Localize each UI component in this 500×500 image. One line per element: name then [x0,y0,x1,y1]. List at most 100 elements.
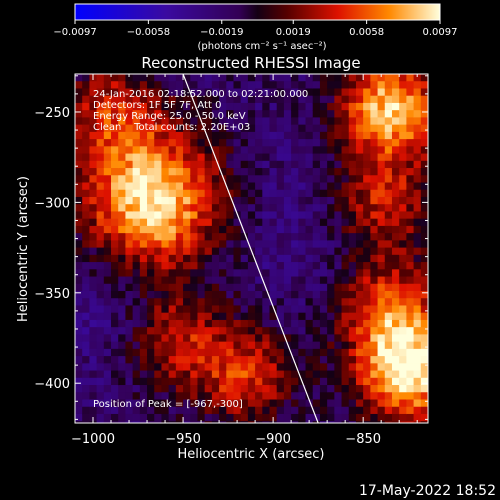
heatmap-cell [377,204,386,213]
heatmap-cell [377,262,386,270]
heatmap-cell [283,392,292,401]
heatmap-cell [103,204,112,213]
heatmap-cell [219,204,227,213]
heatmap-cell [370,392,379,401]
heatmap-cell [370,363,379,372]
heatmap-cell [276,399,285,408]
heatmap-cell [197,81,206,90]
heatmap-cell [305,356,314,364]
heatmap-cell [334,88,343,97]
heatmap-cell [334,348,343,357]
heatmap-cell [291,131,299,140]
heatmap-cell [96,153,105,162]
heatmap-cell [175,298,184,307]
heatmap-cell [363,305,371,314]
heatmap-cell [283,348,292,357]
heatmap-cell [103,406,112,415]
heatmap-cell [247,392,256,401]
heatmap-cell [305,146,314,155]
heatmap-cell [197,327,206,335]
heatmap-cell [269,102,278,111]
heatmap-cell [312,168,321,176]
heatmap-cell [262,247,271,256]
heatmap-cell [384,131,393,140]
heatmap-cell [413,327,422,335]
heatmap-cell [399,117,407,126]
heatmap-cell [341,290,350,299]
heatmap-cell [147,334,155,343]
heatmap-cell [334,356,343,364]
heatmap-cell [355,305,364,314]
heatmap-cell [341,276,350,285]
heatmap-cell [255,247,263,256]
heatmap-cell [161,254,170,263]
heatmap-cell [190,131,199,140]
heatmap-cell [341,139,350,147]
heatmap-cell [312,348,321,357]
heatmap-cell [377,88,386,97]
heatmap-cell [175,88,184,97]
heatmap-cell [147,363,155,372]
heatmap-cell [334,341,343,350]
heatmap-cell [175,319,184,328]
heatmap-cell [384,139,393,147]
heatmap-cell [341,117,350,126]
heatmap-cell [262,327,271,335]
heatmap-cell [168,312,177,321]
heatmap-cell [384,276,393,285]
heatmap-cell [391,233,400,241]
heatmap-cell [89,95,98,104]
heatmap-cell [262,421,271,423]
heatmap-cell [319,421,328,423]
heatmap-cell [276,182,285,191]
heatmap-cell [399,283,407,292]
heatmap-cell [291,348,299,357]
heatmap-cell [175,305,184,314]
heatmap-cell [125,146,134,155]
heatmap-cell [377,327,386,335]
heatmap-cell [82,363,90,372]
heatmap-cell [391,254,400,263]
heatmap-cell [118,356,127,364]
heatmap-cell [363,262,371,270]
heatmap-cell [204,218,213,227]
heatmap-cell [89,392,98,401]
heatmap-cell [161,168,170,176]
heatmap-cell [103,247,112,256]
heatmap-cell [377,413,386,422]
heatmap-cell [233,240,242,249]
heatmap-cell [219,117,227,126]
heatmap-cell [147,225,155,234]
heatmap-cell [125,218,134,227]
heatmap-cell [377,146,386,155]
heatmap-cell [154,182,163,191]
heatmap-cell [305,276,314,285]
heatmap-cell [247,182,256,191]
heatmap-cell [262,153,271,162]
heatmap-cell [305,290,314,299]
heatmap-cell [82,348,90,357]
heatmap-cell [132,95,141,104]
heatmap-cell [89,189,98,198]
heatmap-cell [132,348,141,357]
heatmap-cell [312,74,321,82]
heatmap-cell [305,110,314,118]
heatmap-cell [406,131,415,140]
heatmap-cell [161,392,170,401]
heatmap-cell [103,81,112,90]
heatmap-cell [391,81,400,90]
heatmap-cell [197,233,206,241]
heatmap-cell [75,196,83,205]
heatmap-cell [82,399,90,408]
heatmap-cell [298,283,307,292]
heatmap-cell [312,225,321,234]
heatmap-cell [262,399,271,408]
heatmap-cell [276,131,285,140]
heatmap-cell [291,182,299,191]
heatmap-cell [89,312,98,321]
heatmap-cell [190,240,199,249]
heatmap-cell [161,204,170,213]
heatmap-cell [413,168,422,176]
heatmap-cell [298,363,307,372]
heatmap-cell [413,204,422,213]
